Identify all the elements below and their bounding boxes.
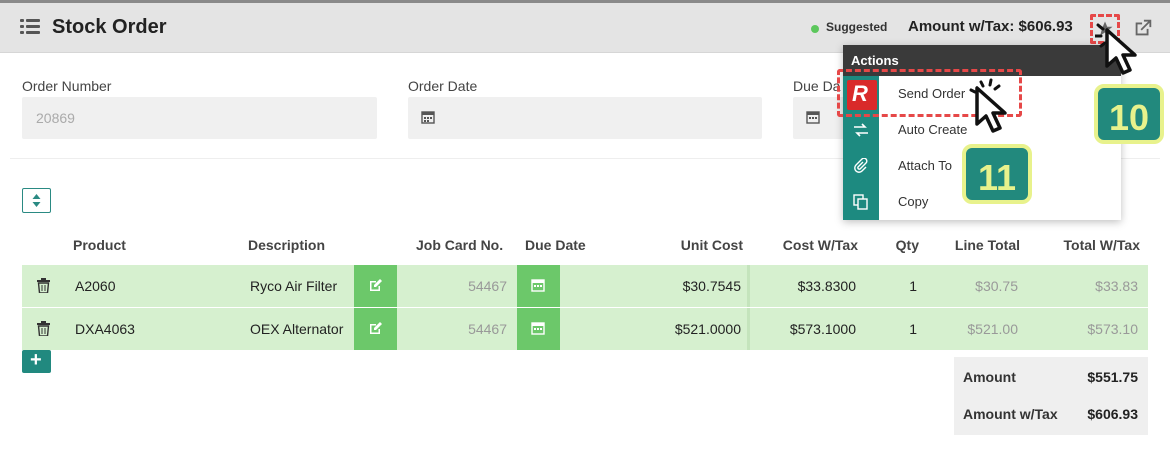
edit-description-button[interactable] <box>354 308 397 350</box>
col-header-job-card: Job Card No. <box>416 237 504 253</box>
menu-item-send-order[interactable]: Send Order <box>843 76 1121 112</box>
status-dot-icon <box>811 25 819 33</box>
due-date-picker-button[interactable] <box>517 308 560 350</box>
product-description: OEX Alternator <box>250 321 344 337</box>
edit-icon <box>370 322 382 334</box>
calendar-icon <box>531 279 545 292</box>
unit-cost: $30.7545 <box>682 278 741 294</box>
product-description: Ryco Air Filter <box>250 278 338 294</box>
order-date-field[interactable] <box>408 97 762 139</box>
step-badge-10: 10 <box>1094 84 1164 144</box>
calendar-icon <box>531 322 545 335</box>
table-row[interactable]: DXA4063 OEX Alternator 54467 $521.0000 $… <box>22 308 1148 350</box>
copy-icon <box>853 194 868 210</box>
trash-icon[interactable] <box>37 278 50 293</box>
section-divider <box>10 158 1160 159</box>
total-with-tax: $573.10 <box>1087 321 1138 337</box>
header-amount: Amount w/Tax: $606.93 <box>908 18 1073 35</box>
order-date-label: Order Date <box>408 78 478 94</box>
amount-tax-label: Amount w/Tax <box>963 406 1058 422</box>
edit-description-button[interactable] <box>354 265 397 307</box>
calendar-icon <box>806 111 820 124</box>
swap-arrows-icon <box>854 123 868 137</box>
mouse-pointer-icon <box>1095 23 1137 75</box>
menu-item-attach-to[interactable]: Attach To <box>843 148 1121 184</box>
menu-item-copy[interactable]: Copy <box>843 184 1121 220</box>
sort-arrows-icon <box>32 194 41 207</box>
top-border <box>0 0 1170 3</box>
total-with-tax: $33.83 <box>1095 278 1138 294</box>
quantity: 1 <box>909 321 917 337</box>
amount-tax-value: $606.93 <box>1087 406 1138 422</box>
due-date-label: Due Da <box>793 78 841 94</box>
col-header-total-tax: Total W/Tax <box>1063 237 1140 253</box>
totals-panel: Amount $551.75 Amount w/Tax $606.93 <box>954 357 1148 435</box>
order-number-field[interactable]: 20869 <box>22 97 377 139</box>
menu-item-label: Send Order <box>898 86 966 101</box>
col-header-line-total: Line Total <box>954 237 1020 253</box>
col-header-product: Product <box>73 237 126 253</box>
column-separator <box>747 308 750 350</box>
col-header-description: Description <box>248 237 326 253</box>
paperclip-icon <box>854 158 868 173</box>
column-separator <box>747 265 750 307</box>
amount-label: Amount <box>963 369 1016 385</box>
actions-menu-title: Actions <box>851 53 899 68</box>
trash-icon[interactable] <box>37 321 50 336</box>
edit-icon <box>370 279 382 291</box>
quantity: 1 <box>909 278 917 294</box>
menu-item-auto-create[interactable]: Auto Create <box>843 112 1121 148</box>
job-card-number: 54467 <box>468 321 507 337</box>
unit-cost: $521.0000 <box>674 321 741 337</box>
mouse-pointer-icon <box>969 78 1007 133</box>
menu-item-label: Auto Create <box>898 122 968 137</box>
col-header-due-date: Due Date <box>525 237 586 253</box>
due-date-picker-button[interactable] <box>517 265 560 307</box>
amount-value: $551.75 <box>1087 369 1138 385</box>
line-total: $521.00 <box>967 321 1018 337</box>
order-number-value: 20869 <box>36 110 75 126</box>
page-title: Stock Order <box>52 16 167 38</box>
col-header-cost-tax: Cost W/Tax <box>782 237 858 253</box>
cost-with-tax: $573.1000 <box>789 321 856 337</box>
step-badge-11: 11 <box>962 144 1032 204</box>
add-row-button[interactable]: + <box>22 349 51 373</box>
table-row[interactable]: A2060 Ryco Air Filter 54467 $30.7545 $33… <box>22 265 1148 307</box>
external-link-icon[interactable] <box>1132 17 1154 39</box>
page-header: Stock Order Suggested Amount w/Tax: $606… <box>0 3 1170 53</box>
sort-toggle-button[interactable] <box>22 188 51 213</box>
job-card-number: 54467 <box>468 278 507 294</box>
plus-icon: + <box>30 349 42 371</box>
col-header-qty: Qty <box>895 237 919 253</box>
menu-item-label: Copy <box>898 194 929 209</box>
cost-with-tax: $33.8300 <box>797 278 856 294</box>
line-total: $30.75 <box>975 278 1018 294</box>
calendar-icon <box>421 111 435 124</box>
col-header-unit-cost: Unit Cost <box>680 237 743 253</box>
send-order-highlight <box>837 69 1022 117</box>
order-number-label: Order Number <box>22 78 112 94</box>
send-logo-icon: R <box>847 80 877 110</box>
product-code: DXA4063 <box>75 321 135 337</box>
menu-item-label: Attach To <box>898 158 952 173</box>
list-menu-icon[interactable] <box>20 18 40 36</box>
product-code: A2060 <box>75 278 116 294</box>
step-number: 10 <box>1108 97 1150 138</box>
suggested-status: Suggested <box>826 20 888 34</box>
step-number: 11 <box>977 157 1017 198</box>
